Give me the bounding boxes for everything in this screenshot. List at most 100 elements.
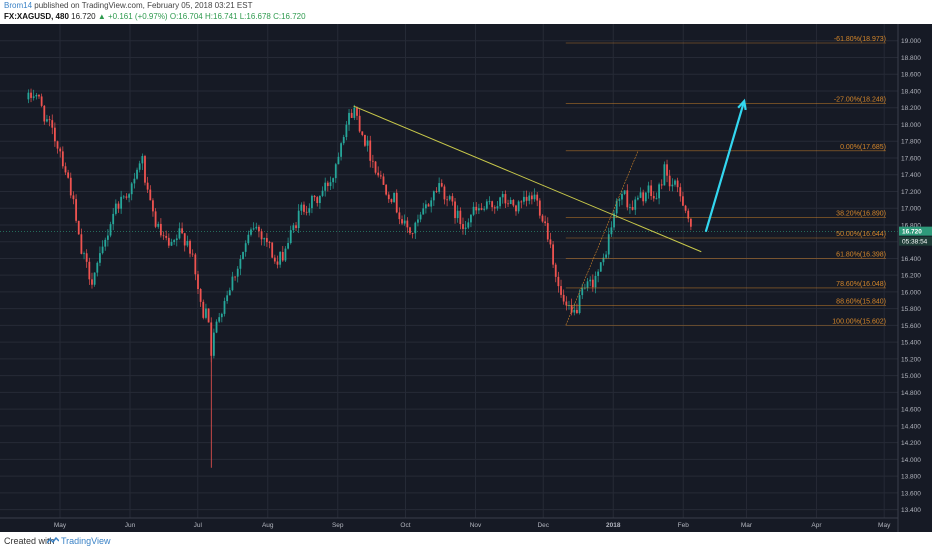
candle-body (59, 148, 62, 152)
y-tick-label: 15.800 (901, 306, 921, 313)
y-tick-label: 17.200 (901, 189, 921, 196)
candle-body (159, 223, 162, 236)
candle-body (189, 240, 191, 254)
candle-body (597, 271, 600, 276)
candle-body (234, 276, 236, 278)
candle-body (642, 192, 645, 202)
chart-header: Brom14 published on TradingView.com, Feb… (0, 0, 932, 24)
y-tick-label: 19.000 (901, 38, 921, 45)
candle-body (599, 262, 602, 272)
candle-body (366, 140, 369, 146)
candle-body (345, 124, 348, 138)
projection-arrow[interactable] (704, 100, 746, 232)
candle-body (668, 175, 671, 187)
y-tick-label: 17.400 (901, 172, 921, 179)
candle-body (287, 243, 289, 249)
candle-body (318, 195, 321, 204)
price-axis[interactable]: 19.000 18.800 18.600 18.400 18.200 18.000 17.8… (897, 24, 932, 532)
candle-body (173, 240, 176, 243)
candle-body (459, 210, 462, 225)
candle-body (409, 227, 411, 234)
candle-body (300, 204, 303, 211)
candle-body (504, 194, 507, 204)
trendline[interactable] (353, 105, 702, 253)
candle-body (512, 199, 515, 206)
candle-body (311, 195, 313, 209)
y-tick-label: 14.000 (901, 457, 921, 464)
candle-body (565, 301, 568, 306)
candle-body (390, 199, 393, 203)
price-change: +0.161 (+0.97%) (108, 12, 168, 21)
last-price-tag-text: 16.720 (902, 229, 922, 236)
fib-retracement[interactable]: -61.80%(18.973) -27.00%(18.248) 0.00%(17.6… (565, 36, 886, 326)
candle-body (475, 206, 478, 211)
candle-body (205, 308, 207, 318)
y-tick-label: 17.000 (901, 206, 921, 213)
candle-body (157, 223, 160, 227)
candle-body (467, 222, 470, 228)
candle-body (340, 143, 342, 157)
candle-body (38, 94, 40, 97)
candle-body (167, 237, 170, 246)
projection-arrow-head[interactable] (737, 98, 747, 111)
candle-body (141, 156, 144, 164)
candle-body (321, 190, 324, 196)
candle-body (152, 200, 154, 212)
candle-body (268, 242, 271, 243)
candle-body (210, 322, 213, 356)
candle-body (128, 194, 130, 198)
candle-body (265, 238, 268, 243)
candle-body (260, 231, 263, 240)
candle-body (136, 169, 138, 179)
candle-body (427, 204, 430, 207)
candle-body (435, 191, 438, 193)
candle-body (682, 196, 684, 206)
symbol-label[interactable]: FX:XAGUSD, 480 (4, 12, 69, 21)
candle-body (650, 185, 653, 197)
last-price: 16.720 (71, 12, 96, 21)
candle-body (528, 195, 531, 201)
candle-body (43, 105, 46, 122)
y-tick-label: 15.000 (901, 373, 921, 380)
candle-body (303, 204, 305, 212)
candle-body (483, 208, 486, 210)
candle-body (403, 220, 406, 224)
candle-body (292, 225, 295, 231)
high-value: H:16.741 (205, 12, 238, 21)
fib-level-label: 50.00%(16.644) (836, 231, 886, 238)
candle-body (663, 164, 666, 186)
candle-body (51, 120, 54, 128)
candle-body (83, 253, 85, 255)
candle-body (594, 275, 597, 288)
fib-level-label: -61.80%(18.973) (834, 36, 886, 43)
candle-body (88, 261, 91, 280)
y-tick-label: 18.200 (901, 105, 921, 112)
drawings[interactable] (353, 98, 747, 253)
price-chart[interactable]: -61.80%(18.973) -27.00%(18.248) 0.00%(17.6… (0, 24, 932, 532)
candle-body (454, 201, 456, 219)
time-axis[interactable]: May Jun Jul Aug Sep Oct Nov Dec 2018 Feb Mar Apr May (0, 517, 898, 529)
candle-body (485, 201, 488, 209)
candle-body (369, 140, 372, 161)
candle-body (448, 196, 451, 200)
close-value: C:16.720 (273, 12, 306, 21)
candle-body (417, 219, 419, 223)
author-link[interactable]: Brom14 (4, 1, 33, 10)
grid (0, 24, 898, 518)
candle-body (40, 96, 43, 106)
chart-pane[interactable]: -61.80%(18.973) -27.00%(18.248) 0.00%(17.6… (0, 24, 932, 532)
candle-body (109, 224, 112, 236)
candle-body (138, 163, 141, 170)
candle-body (194, 254, 197, 275)
candle-body (639, 192, 642, 198)
candle-body (324, 182, 327, 191)
candle-body (165, 235, 168, 238)
candle-body (364, 134, 366, 146)
y-tick-label: 18.400 (901, 88, 921, 95)
candle-body (199, 289, 202, 302)
open-value: O:16.704 (169, 12, 203, 21)
fib-anchor-line[interactable] (565, 150, 639, 326)
candle-body (493, 207, 496, 209)
candle-body (350, 112, 353, 118)
tradingview-brand[interactable]: TradingView (61, 536, 111, 546)
